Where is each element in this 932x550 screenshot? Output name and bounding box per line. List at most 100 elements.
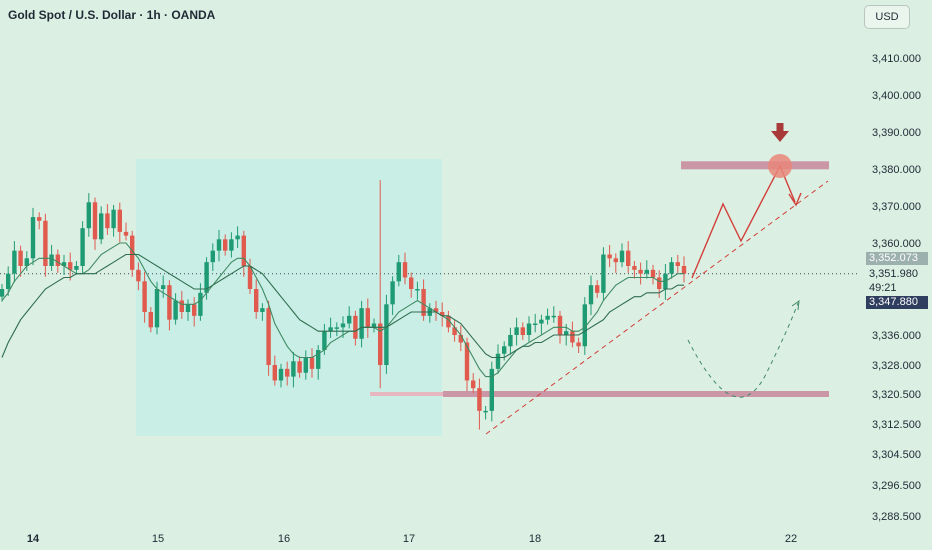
candle-body bbox=[111, 209, 116, 229]
candle-body bbox=[632, 266, 637, 270]
candle-body bbox=[74, 266, 79, 270]
candle-body bbox=[415, 289, 420, 291]
candle-body bbox=[638, 269, 643, 274]
ma-fast-line bbox=[1, 242, 684, 378]
x-tick-label: 17 bbox=[403, 533, 415, 545]
y-tick-label: 3,400.000 bbox=[872, 90, 921, 102]
candle-body bbox=[576, 342, 581, 347]
y-tick-label: 3,320.500 bbox=[872, 389, 921, 401]
candle-body bbox=[266, 308, 271, 365]
candle-body bbox=[508, 335, 513, 347]
candle-body bbox=[477, 388, 482, 411]
candle-body bbox=[539, 319, 544, 324]
candle-body bbox=[272, 365, 277, 381]
trend-line bbox=[485, 180, 829, 435]
candle-body bbox=[142, 281, 147, 312]
candle-body bbox=[644, 269, 649, 274]
candle-body bbox=[452, 327, 457, 335]
candle-body bbox=[409, 277, 414, 289]
candle-body bbox=[440, 312, 445, 316]
candle-body bbox=[464, 342, 470, 381]
candle-body bbox=[353, 315, 358, 339]
candle-body bbox=[285, 368, 290, 377]
candle-body bbox=[167, 285, 172, 320]
candle-body bbox=[55, 254, 60, 266]
candle-body bbox=[247, 266, 253, 289]
candle-body bbox=[92, 202, 98, 240]
candle-body bbox=[0, 289, 5, 297]
candle-body bbox=[49, 254, 54, 266]
candle-body bbox=[650, 269, 656, 278]
candle-body bbox=[595, 285, 600, 293]
candle-body bbox=[43, 220, 48, 266]
candle-body bbox=[681, 266, 687, 274]
candle-body bbox=[30, 217, 36, 259]
candle-body bbox=[278, 368, 284, 381]
candle-body bbox=[192, 304, 197, 316]
candle-body bbox=[179, 300, 184, 312]
candle-body bbox=[24, 258, 29, 266]
price-tag-last: 3,351.980 bbox=[869, 268, 918, 280]
projection-arrowhead bbox=[788, 192, 802, 207]
price-tag-lower: 3,347.880 bbox=[866, 296, 928, 309]
candle-body bbox=[619, 250, 625, 263]
candle-body bbox=[136, 269, 141, 282]
ma-slow-line bbox=[1, 253, 684, 359]
projection-path bbox=[691, 164, 796, 279]
candle-body bbox=[359, 308, 364, 339]
candle-body bbox=[402, 262, 408, 278]
x-tick-label: 16 bbox=[278, 533, 290, 545]
resistance-zone bbox=[681, 161, 829, 170]
candle-body bbox=[502, 346, 507, 354]
candle-body bbox=[390, 281, 395, 305]
y-tick-label: 3,370.000 bbox=[872, 201, 921, 213]
candle-body bbox=[61, 262, 67, 266]
candle-body bbox=[396, 262, 401, 282]
candle-body bbox=[520, 327, 525, 335]
candle-body bbox=[173, 300, 178, 320]
candle-body bbox=[483, 410, 488, 413]
x-tick-label: 15 bbox=[152, 533, 164, 545]
alt-projection-path bbox=[687, 302, 799, 398]
support-zone bbox=[443, 391, 829, 397]
candle-body bbox=[216, 239, 222, 251]
candle-body bbox=[86, 202, 91, 229]
candle-body bbox=[669, 262, 674, 274]
y-tick-label: 3,328.000 bbox=[872, 360, 921, 372]
candle-body bbox=[235, 235, 240, 240]
candle-body bbox=[495, 353, 501, 369]
candle-body bbox=[68, 262, 73, 270]
candle-body bbox=[210, 250, 215, 263]
candle-body bbox=[384, 304, 389, 365]
candle-body bbox=[433, 308, 439, 312]
candle-body bbox=[613, 258, 618, 263]
candle-body bbox=[105, 213, 110, 229]
candle-body bbox=[99, 213, 104, 240]
candle-body bbox=[570, 331, 575, 343]
candle-body bbox=[526, 323, 532, 335]
candle-body bbox=[334, 327, 339, 329]
candle-body bbox=[6, 273, 11, 289]
alt-projection-arrowhead bbox=[791, 299, 800, 311]
candle-body bbox=[309, 357, 315, 369]
candle-body bbox=[626, 250, 631, 266]
candle-body bbox=[557, 315, 563, 335]
candle-body bbox=[533, 323, 538, 325]
candle-body bbox=[564, 331, 569, 335]
candle-body bbox=[489, 368, 494, 411]
candle-body bbox=[328, 327, 333, 332]
candle-body bbox=[223, 239, 228, 251]
candle-body bbox=[340, 323, 346, 328]
candle-body bbox=[371, 323, 377, 328]
candle-body bbox=[241, 235, 246, 266]
currency-selector[interactable]: USD bbox=[864, 5, 910, 29]
y-tick-label: 3,360.000 bbox=[872, 238, 921, 250]
candle-body bbox=[291, 361, 296, 377]
candle-body bbox=[130, 235, 135, 270]
y-tick-label: 3,304.500 bbox=[872, 449, 921, 461]
candle-body bbox=[545, 315, 550, 320]
candle-body bbox=[185, 304, 191, 312]
candle-body bbox=[198, 292, 203, 316]
